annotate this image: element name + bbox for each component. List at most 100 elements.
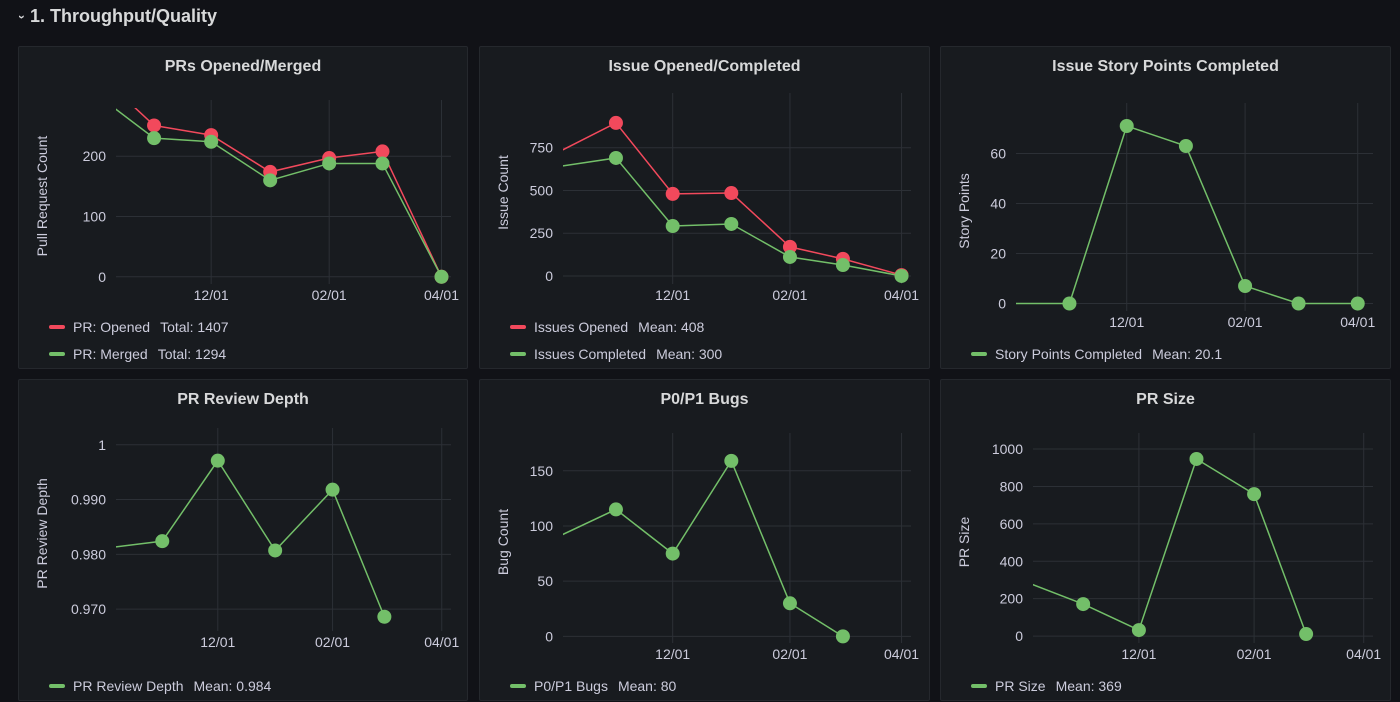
panel-6[interactable]: PR Size 0 200 400 600 800 1000 12/01 02/01 04/01 P…: [940, 379, 1391, 701]
panel-2[interactable]: Issue Opened/Completed 0 250 500 750 12/01 02/…: [479, 46, 930, 369]
y-tick-label: 0: [1015, 628, 1023, 644]
data-point[interactable]: [782, 239, 797, 254]
series-line: [563, 157, 902, 277]
data-point[interactable]: [665, 186, 680, 201]
x-tick-label: 04/01: [884, 646, 919, 662]
data-point[interactable]: [375, 144, 390, 159]
legend-item[interactable]: PR Review Depth Mean: 0.984: [49, 678, 271, 694]
panel-3[interactable]: Issue Story Points Completed 0 20 40 60 12/01…: [940, 46, 1391, 369]
legend-stat: Mean: 300: [656, 346, 723, 362]
data-point[interactable]: [724, 216, 739, 231]
data-point[interactable]: [782, 249, 797, 264]
data-point[interactable]: [263, 173, 278, 188]
data-point[interactable]: [782, 596, 797, 611]
y-tick-label: 1: [98, 437, 106, 453]
data-point[interactable]: [325, 482, 340, 497]
data-point[interactable]: [835, 258, 850, 273]
y-tick-label: 0.970: [71, 601, 106, 617]
panel-title[interactable]: Issue Opened/Completed: [608, 58, 801, 75]
chart: 0 200 400 600 800 1000 12/01 02/01 04/01 PR Size: [956, 433, 1381, 662]
y-tick-label: 500: [530, 182, 554, 198]
legend-item[interactable]: Issues Opened Mean: 408: [510, 319, 704, 335]
data-point[interactable]: [724, 453, 739, 468]
data-point[interactable]: [268, 543, 283, 558]
y-tick-label: 100: [83, 208, 107, 224]
panel-title[interactable]: PRs Opened/Merged: [164, 58, 322, 75]
panel-title[interactable]: P0/P1 Bugs: [660, 391, 749, 408]
panel-title[interactable]: Issue Story Points Completed: [1052, 58, 1279, 75]
x-tick-label: 04/01: [424, 287, 459, 303]
chart: 0 250 500 750 12/01 02/01 04/01 Issue Count: [495, 93, 919, 303]
data-point[interactable]: [210, 453, 225, 468]
legend-label: PR: Merged: [73, 346, 148, 362]
data-point[interactable]: [1131, 623, 1146, 638]
data-point[interactable]: [1350, 296, 1365, 311]
data-point[interactable]: [665, 219, 680, 234]
x-tick-label: 02/01: [1237, 646, 1272, 662]
legend-stat: Total: 1407: [160, 319, 229, 335]
panel-title[interactable]: PR Review Depth: [177, 391, 309, 408]
data-point[interactable]: [1119, 119, 1134, 133]
chevron-down-icon: ›: [15, 14, 29, 19]
legend-label: Issues Completed: [534, 346, 647, 362]
y-tick-label: 400: [1000, 553, 1024, 569]
legend-stat: Mean: 20.1: [1152, 346, 1223, 362]
data-point[interactable]: [608, 502, 623, 517]
data-point[interactable]: [1291, 296, 1306, 311]
chart: 0.970 0.980 0.990 1 12/01 02/01 04/01 PR Review…: [34, 428, 459, 650]
panel-4[interactable]: PR Review Depth 0.970 0.980 0.990 1 12/01 02/0…: [18, 379, 468, 701]
panel-1[interactable]: PRs Opened/Merged 0 100 200 12/01 02/01 04/01 P…: [18, 46, 468, 369]
legend-item[interactable]: PR: Opened Total: 1407: [49, 319, 229, 335]
x-tick-label: 12/01: [200, 634, 235, 650]
series-line: [116, 459, 386, 618]
data-point[interactable]: [1299, 627, 1314, 642]
data-point[interactable]: [608, 150, 623, 165]
data-point[interactable]: [1062, 296, 1077, 311]
data-point[interactable]: [1238, 279, 1253, 293]
data-point[interactable]: [835, 629, 850, 644]
legend-swatch: [49, 684, 65, 688]
data-point[interactable]: [665, 546, 680, 561]
data-point[interactable]: [375, 156, 390, 171]
data-point[interactable]: [322, 156, 337, 171]
legend-label: Story Points Completed: [995, 346, 1143, 362]
legend-swatch: [971, 352, 987, 356]
x-tick-label: 12/01: [1109, 314, 1144, 330]
data-point[interactable]: [608, 115, 623, 130]
data-point[interactable]: [377, 609, 392, 624]
data-point[interactable]: [204, 134, 219, 149]
data-point[interactable]: [147, 131, 162, 146]
legend-stat: Mean: 80: [617, 678, 677, 694]
x-tick-label: 04/01: [1346, 646, 1381, 662]
panel-title[interactable]: PR Size: [1136, 391, 1195, 408]
chart: 0 100 200 12/01 02/01 04/01 Pull Request Count: [34, 100, 459, 303]
y-tick-label: 0: [998, 296, 1006, 312]
data-point[interactable]: [1076, 597, 1091, 612]
series-line: [1033, 457, 1307, 635]
legend-item[interactable]: P0/P1 Bugs Mean: 80: [510, 678, 676, 694]
row-header-throughput-quality[interactable]: › 1. Throughput/Quality: [15, 6, 217, 27]
chart: 0 20 40 60 12/01 02/01 04/01 Story Points: [956, 103, 1375, 330]
x-tick-label: 02/01: [772, 287, 807, 303]
legend-swatch: [971, 684, 987, 688]
row-title: 1. Throughput/Quality: [30, 6, 217, 26]
legend-item[interactable]: Story Points Completed Mean: 20.1: [971, 346, 1222, 362]
data-point[interactable]: [1178, 139, 1193, 153]
legend-swatch: [510, 684, 526, 688]
y-tick-label: 60: [990, 146, 1006, 162]
data-point[interactable]: [147, 118, 162, 133]
data-point[interactable]: [155, 534, 170, 549]
legend-item[interactable]: PR Size Mean: 369: [971, 678, 1122, 694]
legend-item[interactable]: Issues Completed Mean: 300: [510, 346, 722, 362]
y-tick-label: 0.980: [71, 546, 106, 562]
legend-item[interactable]: PR: Merged Total: 1294: [49, 346, 226, 362]
x-tick-label: 12/01: [1121, 646, 1156, 662]
panel-5[interactable]: P0/P1 Bugs 0 50 100 150 12/01 02/01 04/01 Bug Co…: [479, 379, 930, 701]
y-tick-label: 800: [1000, 478, 1024, 494]
data-point[interactable]: [1247, 487, 1262, 502]
data-point[interactable]: [894, 268, 909, 283]
data-point[interactable]: [724, 186, 739, 201]
data-point[interactable]: [434, 269, 449, 284]
x-tick-label: 04/01: [1340, 314, 1375, 330]
data-point[interactable]: [1189, 451, 1204, 466]
